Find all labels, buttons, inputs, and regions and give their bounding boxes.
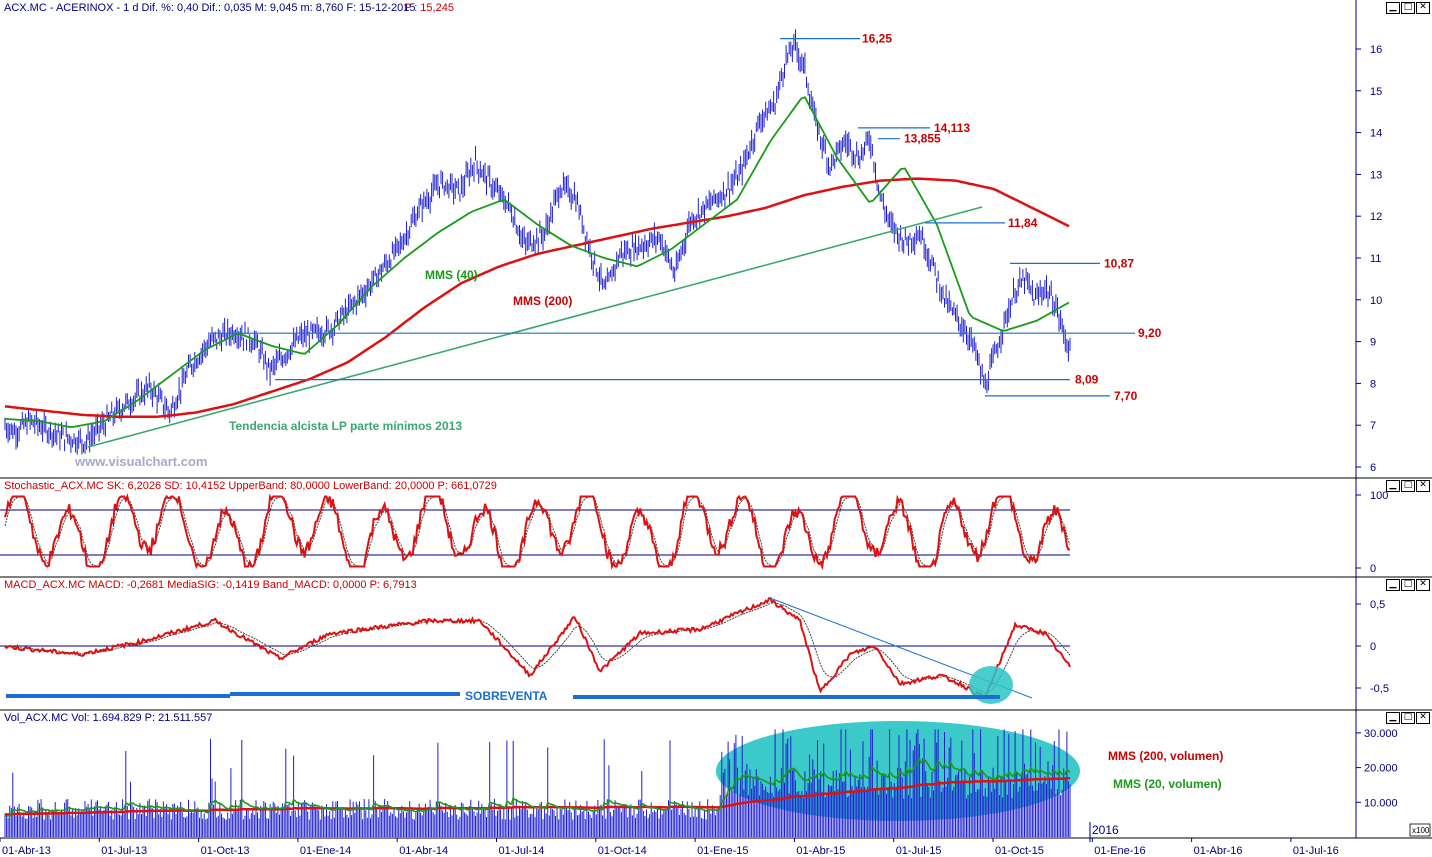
x-tick-label: 01-Abr-14 (399, 845, 448, 857)
price-panel-bg (0, 0, 1356, 478)
volume-bars (4, 738, 720, 837)
volume-close-button[interactable]: ✕ (1416, 712, 1430, 724)
price-tick-label: 15 (1370, 86, 1382, 98)
trend-line (87, 206, 983, 448)
macd-close-button[interactable]: ✕ (1416, 579, 1430, 591)
macd-header: MACD_ACX.MC MACD: -0,2681 MediaSIG: -0,1… (4, 579, 417, 591)
volume-minimize-button[interactable]: ▁ (1386, 712, 1400, 724)
price-tick-label: 14 (1370, 128, 1382, 140)
x-tick-label: 01-Ene-16 (1094, 845, 1145, 857)
macd-y-axis: 0,5 0 -0,5 (1356, 599, 1389, 695)
x-tick-label: 01-Abr-13 (2, 845, 51, 857)
price-tick-label: 13 (1370, 169, 1382, 181)
price-header-p: P : 15,245 (404, 2, 454, 14)
price-close-button[interactable]: ✕ (1416, 2, 1430, 14)
price-minimize-button[interactable]: ▁ (1386, 2, 1400, 14)
stoch-sk-line (4, 493, 1071, 571)
x-tick-label: 01-Jul-13 (101, 845, 147, 857)
stoch-y-axis: 100 0 (1356, 490, 1388, 575)
volume-tick-label: 10.000 (1364, 797, 1398, 809)
ma200-label: MMS (200) (513, 294, 572, 308)
macd-tick-label: -0,5 (1370, 683, 1389, 695)
x-tick-label: 01-Ene-15 (697, 845, 748, 857)
volume-scale-suffix: x100 (1412, 826, 1430, 835)
volume-tick-label: 20.000 (1364, 763, 1398, 775)
x-tick-label: 01-Ene-14 (300, 845, 351, 857)
volume-tick-label: 30.000 (1364, 728, 1398, 740)
vol-ma20-label: MMS (20, volumen) (1113, 777, 1222, 791)
price-tick-label: 12 (1370, 211, 1382, 223)
level-label: 11,84 (1008, 216, 1038, 230)
level-label: 13,855 (904, 132, 941, 146)
stoch-maximize-button[interactable]: □ (1401, 480, 1415, 492)
stoch-minimize-button[interactable]: ▁ (1386, 480, 1400, 492)
x-tick-label: 01-Oct-13 (201, 845, 250, 857)
macd-signal-line (4, 602, 1071, 694)
ma40-label: MMS (40) (425, 268, 478, 282)
volume-bars-top (719, 729, 1071, 837)
macd-line (4, 597, 1071, 699)
level-label: 10,87 (1104, 256, 1134, 270)
volume-header: Vol_ACX.MC Vol: 1.694.829 P: 21.511.557 (4, 712, 212, 724)
price-tick-label: 11 (1370, 253, 1381, 265)
macd-maximize-button[interactable]: □ (1401, 579, 1415, 591)
x-tick-label: 01-Jul-15 (896, 845, 942, 857)
price-ohlc-bars (4, 29, 1071, 455)
x-tick-label: 01-Abr-16 (1194, 845, 1243, 857)
level-label: 9,20 (1138, 326, 1162, 340)
vol-ma200-label: MMS (200, volumen) (1108, 749, 1223, 763)
volume-maximize-button[interactable]: □ (1401, 712, 1415, 724)
price-tick-label: 7 (1370, 420, 1376, 432)
x-tick-label: 01-Jul-16 (1293, 845, 1339, 857)
volume-y-axis: 30.000 20.000 10.000 (1356, 728, 1398, 809)
x-tick-label: 01-Jul-14 (499, 845, 545, 857)
price-maximize-button[interactable]: □ (1401, 2, 1415, 14)
stoch-close-button[interactable]: ✕ (1416, 480, 1430, 492)
level-label: 16,25 (862, 32, 892, 46)
level-label: 7,70 (1114, 389, 1138, 403)
macd-minimize-button[interactable]: ▁ (1386, 579, 1400, 591)
price-tick-label: 9 (1370, 337, 1376, 349)
year-label: 2016 (1092, 823, 1119, 837)
price-tick-label: 8 (1370, 378, 1376, 390)
stoch-tick-label: 100 (1370, 490, 1388, 502)
macd-tick-label: 0 (1370, 641, 1376, 653)
level-label: 14,113 (934, 121, 970, 135)
x-tick-label: 01-Abr-15 (796, 845, 845, 857)
level-label: 8,09 (1075, 373, 1099, 387)
price-header: ACX.MC - ACERINOX - 1 d Dif. %: 0,40 Dif… (4, 2, 415, 14)
x-tick-label: 01-Oct-14 (598, 845, 647, 857)
oversold-label: SOBREVENTA (465, 689, 548, 703)
stochastic-header: Stochastic_ACX.MC SK: 6,2026 SD: 10,4152… (4, 480, 497, 492)
x-tick-label: 01-Oct-15 (995, 845, 1044, 857)
price-y-axis: 6 7 8 9 10 11 12 13 14 15 16 (1356, 44, 1382, 474)
volume-ma20-line (4, 757, 1071, 817)
price-tick-label: 6 (1370, 462, 1376, 474)
x-axis: 01-Abr-13 01-Jul-13 01-Oct-13 01-Ene-14 01-A… (0, 822, 1339, 857)
trend-label: Tendencia alcista LP parte mínimos 2013 (229, 419, 462, 433)
volume-scale-box (1409, 823, 1431, 837)
stoch-tick-label: 0 (1370, 563, 1376, 575)
macd-highlight-circle (969, 666, 1013, 704)
price-tick-label: 16 (1370, 44, 1382, 56)
ma40-line (4, 96, 1070, 428)
price-tick-label: 10 (1370, 295, 1382, 307)
watermark: www.visualchart.com (74, 454, 207, 469)
macd-tick-label: 0,5 (1370, 599, 1385, 611)
